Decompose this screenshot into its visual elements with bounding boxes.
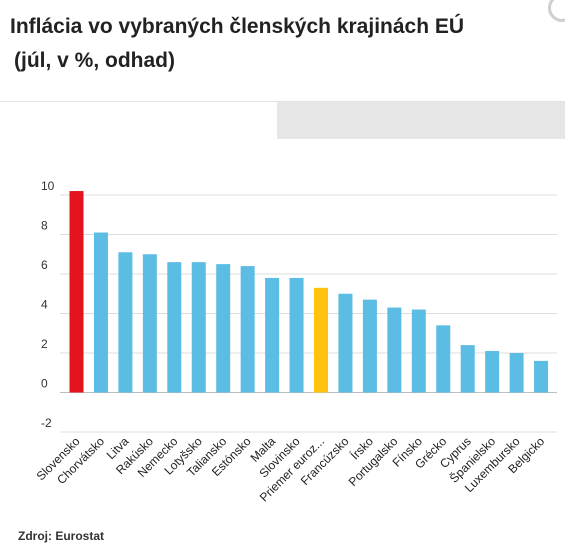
bar-10 — [289, 277, 304, 393]
bar-6 — [191, 262, 206, 393]
y-tick-label: 4 — [41, 298, 48, 312]
source-value: Eurostat — [55, 529, 105, 543]
bar-16 — [436, 325, 451, 393]
bar-1 — [69, 191, 84, 393]
bar-14 — [387, 307, 402, 393]
chart-subtitle: (júl, v %, odhad) — [14, 49, 175, 72]
bar-20 — [534, 360, 549, 393]
bar-chart: 1086420-2SlovenskoChorvátskoLitvaRakúsko… — [34, 179, 557, 504]
bar-2 — [93, 232, 108, 393]
y-tick-label: -2 — [41, 416, 52, 430]
gray-panel — [277, 102, 565, 139]
corner-circle-icon — [548, 0, 565, 22]
bar-15 — [411, 309, 426, 393]
chart-title: Inflácia vo vybraných členských krajinác… — [10, 15, 465, 38]
y-tick-label: 6 — [41, 258, 48, 272]
header-divider — [0, 101, 565, 102]
bar-11 — [314, 287, 328, 393]
bar-4 — [142, 254, 157, 393]
bar-8 — [240, 266, 255, 393]
bar-5 — [167, 262, 182, 393]
bar-19 — [509, 353, 524, 393]
bar-7 — [216, 264, 231, 393]
bar-18 — [485, 351, 500, 393]
source-label: Zdroj: — [18, 529, 52, 543]
y-tick-label: 2 — [41, 337, 48, 351]
y-tick-label: 0 — [41, 377, 48, 391]
source-note: Zdroj: Eurostat — [18, 529, 104, 543]
bar-3 — [118, 252, 133, 393]
bar-12 — [338, 293, 353, 393]
bar-13 — [362, 299, 377, 393]
y-tick-label: 10 — [41, 179, 55, 193]
title-block: Inflácia vo vybraných členských krajinác… — [10, 10, 540, 78]
bar-9 — [265, 277, 280, 393]
y-tick-label: 8 — [41, 219, 48, 233]
bar-17 — [460, 345, 475, 393]
